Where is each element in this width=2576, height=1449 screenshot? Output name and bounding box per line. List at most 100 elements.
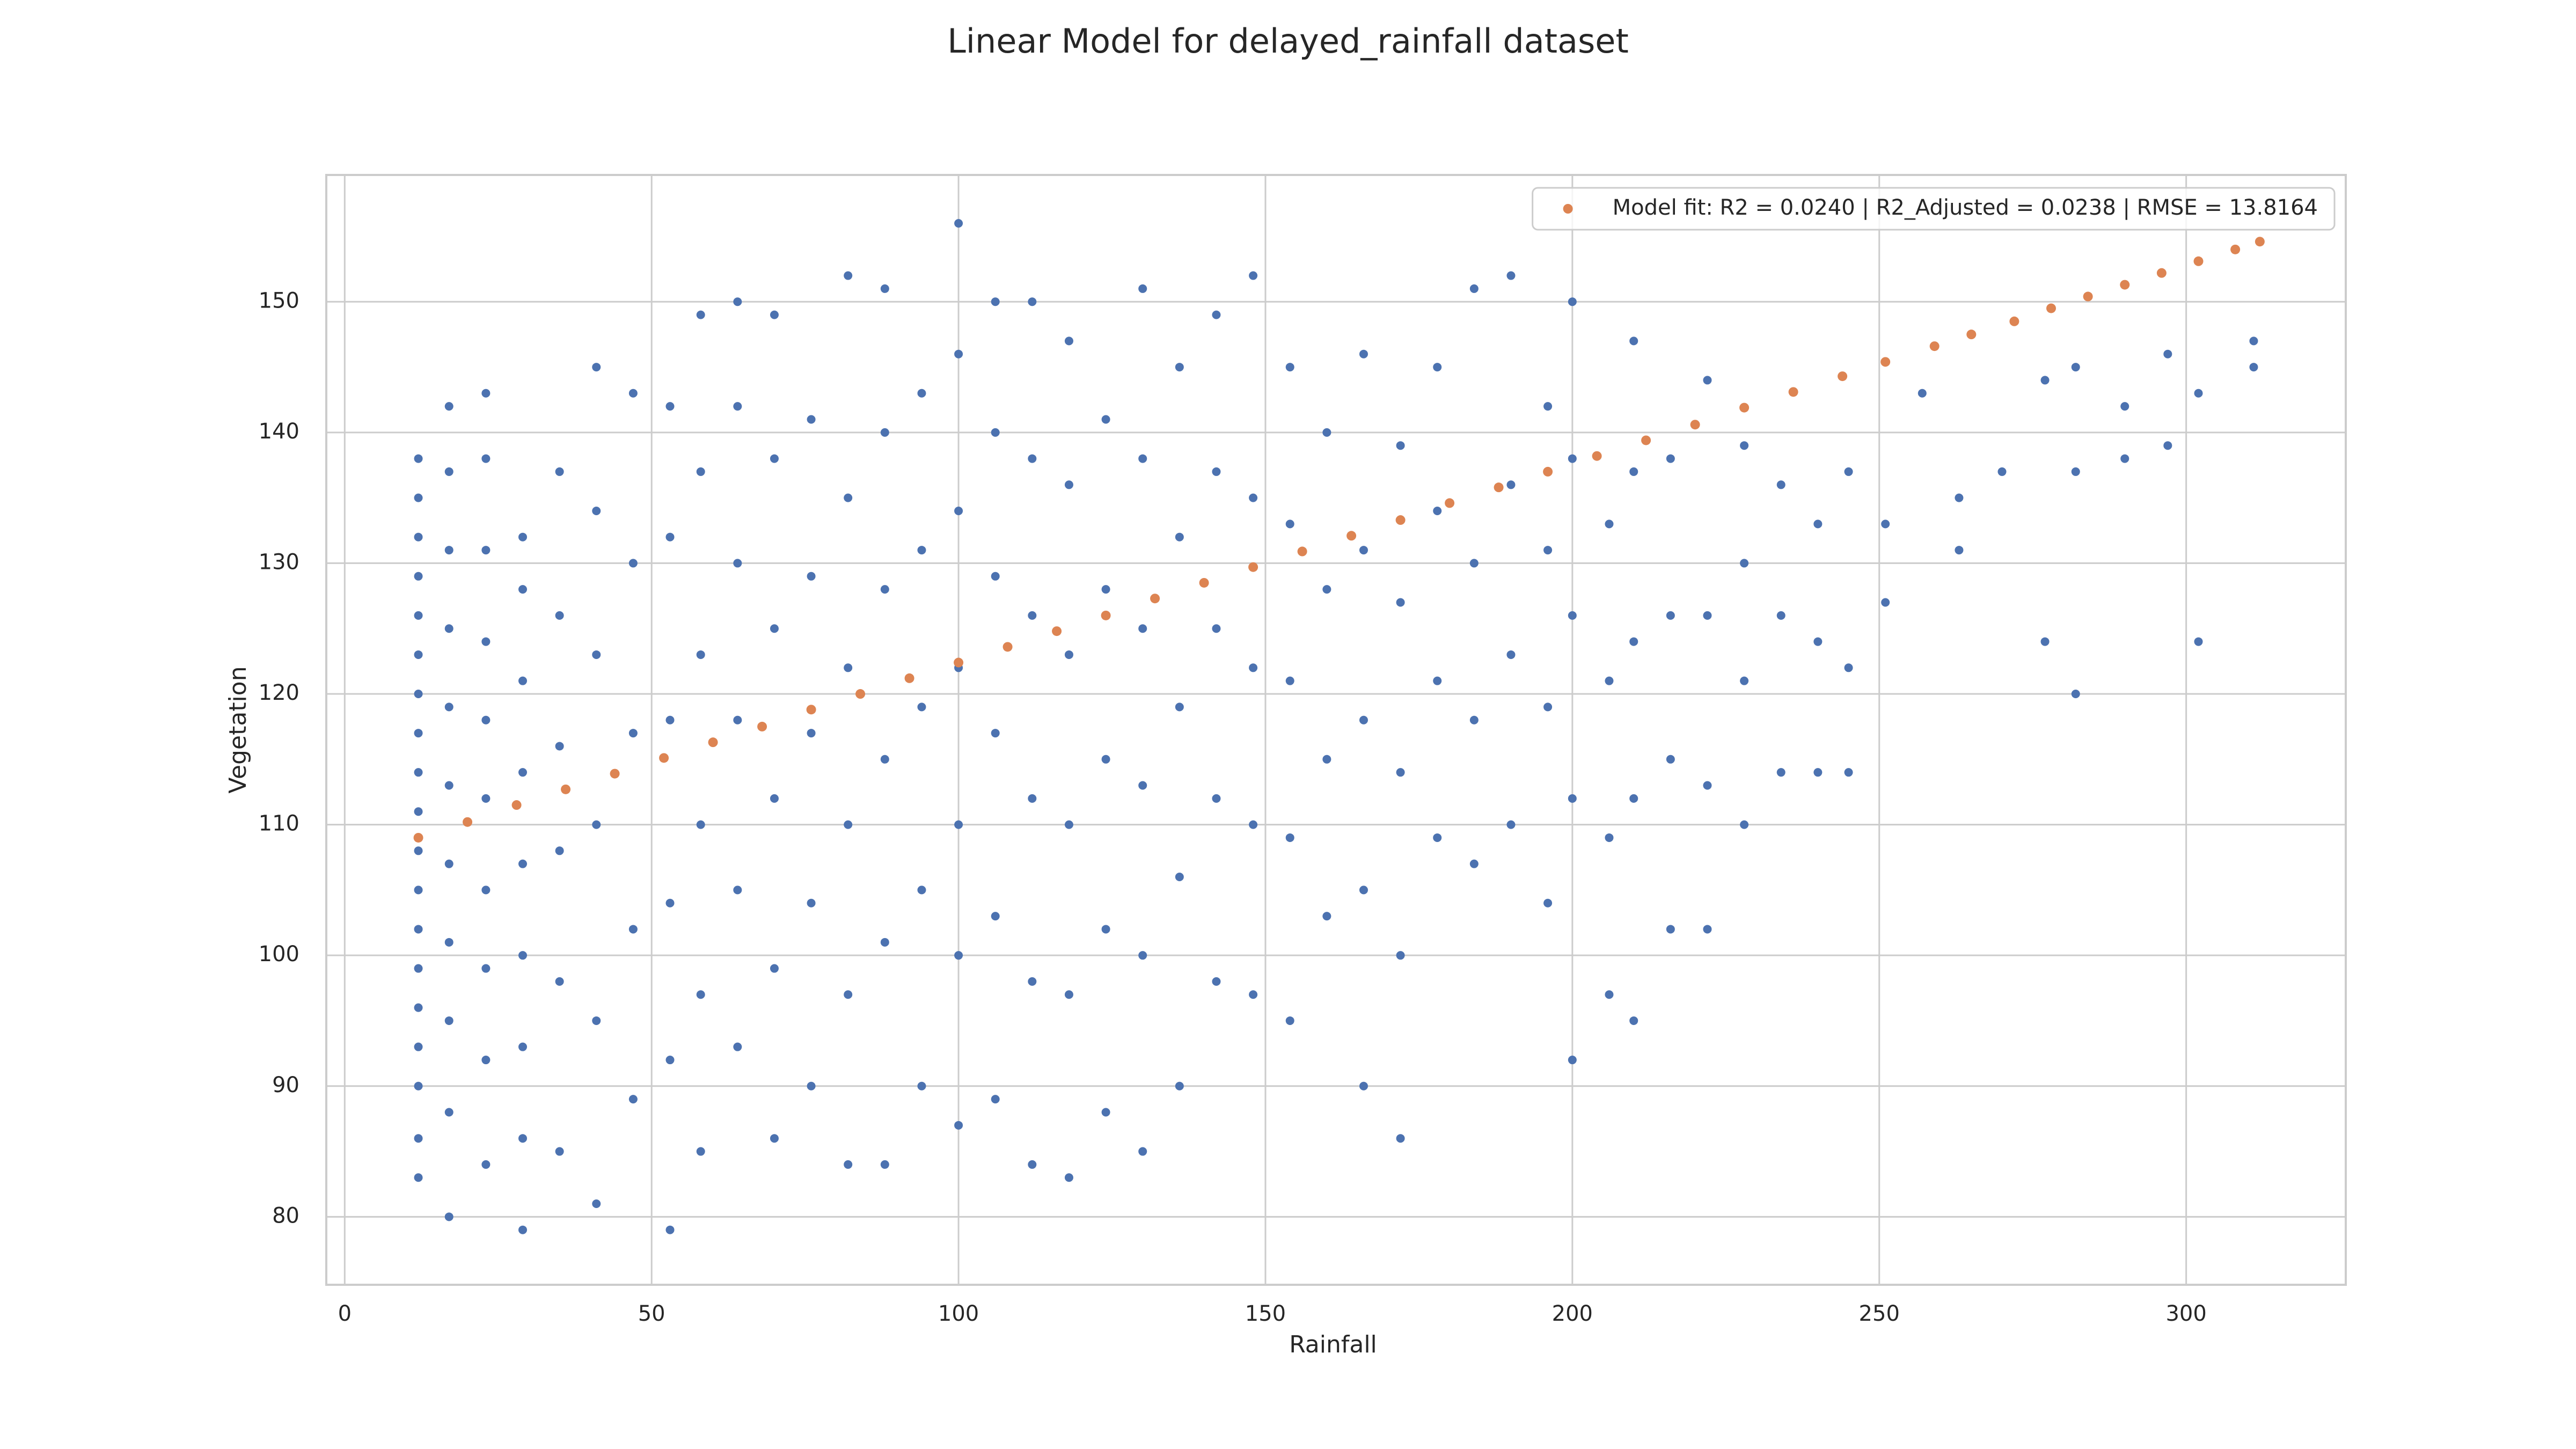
data-point <box>444 467 453 476</box>
data-point <box>1064 480 1073 489</box>
data-point <box>1568 297 1577 306</box>
data-point <box>414 650 423 659</box>
data-point <box>1138 781 1147 790</box>
data-point <box>1629 1016 1638 1025</box>
data-point <box>444 1212 453 1221</box>
data-point <box>2249 363 2258 372</box>
data-point <box>1641 435 1651 445</box>
data-point <box>628 925 638 934</box>
data-point <box>665 532 675 541</box>
data-point <box>1249 493 1258 502</box>
data-point <box>1629 467 1638 476</box>
data-point <box>696 990 705 999</box>
data-point <box>518 676 528 685</box>
data-point <box>708 737 718 748</box>
data-point <box>1506 271 1516 280</box>
data-point <box>1543 702 1553 712</box>
data-point <box>2194 637 2203 646</box>
data-point <box>2230 244 2241 254</box>
data-point <box>1359 546 1368 555</box>
y-tick-label: 130 <box>259 550 299 574</box>
data-point <box>991 572 1000 581</box>
data-point <box>733 297 742 306</box>
data-point <box>1322 428 1331 437</box>
data-point <box>555 611 564 620</box>
y-tick-label: 110 <box>259 811 299 836</box>
data-point <box>1138 1147 1147 1156</box>
data-point <box>1629 336 1638 346</box>
data-point <box>2120 454 2129 463</box>
data-point <box>733 715 742 724</box>
data-point <box>518 1225 528 1234</box>
data-point <box>414 1081 423 1091</box>
data-point <box>1359 885 1368 895</box>
data-point <box>1322 585 1331 594</box>
data-point <box>414 1173 423 1182</box>
data-point <box>511 800 522 810</box>
data-point <box>807 729 816 738</box>
data-point <box>561 784 571 794</box>
data-point <box>696 310 705 319</box>
data-point <box>1150 594 1160 604</box>
data-point <box>2249 336 2258 346</box>
data-point <box>917 389 926 398</box>
data-point <box>481 1056 491 1065</box>
data-point <box>414 454 423 463</box>
data-point <box>1629 637 1638 646</box>
data-point <box>1064 820 1073 829</box>
data-point <box>555 742 564 751</box>
data-point <box>1002 642 1013 652</box>
data-point <box>665 1056 675 1065</box>
data-point <box>1838 371 1848 382</box>
data-point <box>1966 330 1977 340</box>
data-point <box>855 689 866 699</box>
data-point <box>1101 1108 1110 1117</box>
data-point <box>555 977 564 986</box>
data-point <box>991 428 1000 437</box>
data-point <box>1249 990 1258 999</box>
data-point <box>1249 820 1258 829</box>
data-point <box>880 284 889 293</box>
data-point <box>1101 585 1110 594</box>
data-point <box>1285 363 1294 372</box>
data-point <box>1605 990 1614 999</box>
data-point <box>1064 1173 1073 1182</box>
y-tick-label: 150 <box>259 288 299 313</box>
data-point <box>1740 559 1749 568</box>
data-point <box>1322 755 1331 764</box>
data-point <box>518 585 528 594</box>
data-point <box>1212 977 1221 986</box>
data-point <box>1212 624 1221 633</box>
x-tick-label: 150 <box>1245 1301 1286 1326</box>
data-point <box>518 859 528 868</box>
data-point <box>1138 284 1147 293</box>
data-point <box>592 1199 601 1208</box>
data-point <box>807 415 816 424</box>
data-point <box>1703 925 1712 934</box>
data-point <box>1543 466 1553 477</box>
data-point <box>991 1095 1000 1104</box>
data-point <box>1433 507 1442 516</box>
data-point <box>1929 341 1940 352</box>
data-point <box>733 885 742 895</box>
data-point <box>1359 349 1368 358</box>
data-point <box>1666 755 1675 764</box>
data-point <box>463 817 473 827</box>
data-point <box>592 363 601 372</box>
data-point <box>1396 598 1405 607</box>
data-point <box>414 964 423 973</box>
legend: Model fit: R2 = 0.0240 | R2_Adjusted = 0… <box>1532 187 2336 231</box>
data-point <box>1955 493 1964 502</box>
data-point <box>1740 676 1749 685</box>
data-point <box>2040 376 2050 385</box>
data-point <box>1395 515 1406 525</box>
data-point <box>2120 280 2130 290</box>
data-point <box>628 389 638 398</box>
data-point <box>1052 626 1062 636</box>
data-point <box>414 846 423 855</box>
data-point <box>1138 454 1147 463</box>
data-point <box>1740 820 1749 829</box>
data-point <box>2156 268 2167 278</box>
data-point <box>665 1225 675 1234</box>
data-point <box>592 507 601 516</box>
